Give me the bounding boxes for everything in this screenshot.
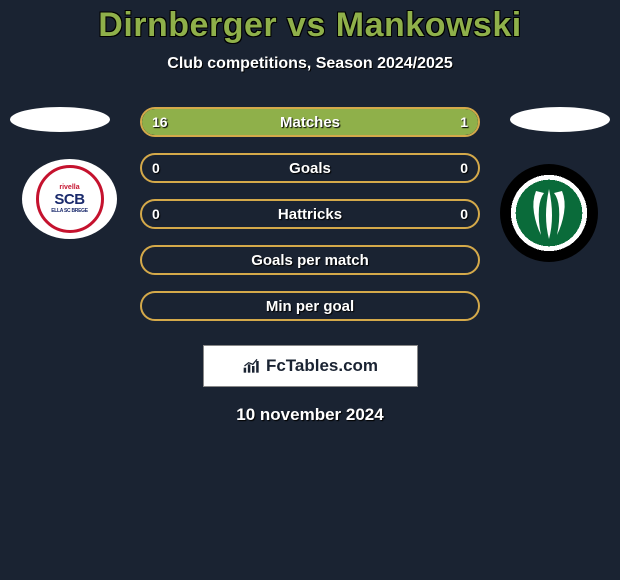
badge-left-top: rivella (59, 184, 79, 191)
club-badge-left-inner: rivella SCB ELLA SC BREGE (36, 165, 104, 233)
bar-label: Matches (142, 114, 478, 131)
stat-bar: 00Hattricks (140, 199, 480, 229)
avatar-right (510, 107, 610, 132)
club-badge-right (500, 164, 598, 262)
branding-text: FcTables.com (266, 356, 378, 376)
club-badge-left: rivella SCB ELLA SC BREGE (22, 159, 117, 239)
avatar-left (10, 107, 110, 132)
bar-label: Min per goal (142, 298, 478, 315)
stat-bar: 00Goals (140, 153, 480, 183)
date-label: 10 november 2024 (0, 405, 620, 425)
comparison-section: rivella SCB ELLA SC BREGE 161Matches 00Go… (0, 107, 620, 337)
page-title: Dirnberger vs Mankowski (0, 6, 620, 45)
branding-badge: FcTables.com (203, 345, 418, 387)
stat-bar: 161Matches (140, 107, 480, 137)
badge-right-symbol-icon (526, 183, 572, 243)
stat-bars: 161Matches 00Goals 00Hattricks Goals per ma… (140, 107, 480, 337)
bar-label: Hattricks (142, 206, 478, 223)
bar-label: Goals per match (142, 252, 478, 269)
bar-label: Goals (142, 160, 478, 177)
badge-left-main: SCB (54, 191, 84, 208)
stat-bar: Min per goal (140, 291, 480, 321)
infographic-root: Dirnberger vs Mankowski Club competition… (0, 0, 620, 425)
badge-left-bottom: ELLA SC BREGE (51, 208, 87, 214)
subtitle: Club competitions, Season 2024/2025 (0, 55, 620, 73)
chart-icon (242, 357, 262, 375)
stat-bar: Goals per match (140, 245, 480, 275)
